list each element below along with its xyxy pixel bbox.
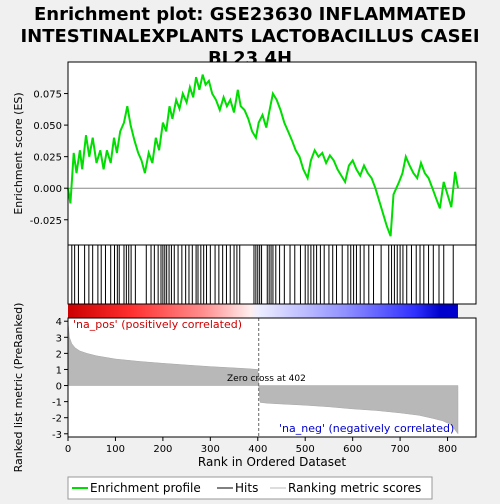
metric-y-tick-label: 0 <box>56 382 62 393</box>
es-panel-background <box>68 62 476 245</box>
ranking-metric-area <box>67 321 459 435</box>
x-tick-label: 500 <box>296 444 315 455</box>
chart-title-line: Enrichment plot: GSE23630 INFLAMMATED <box>34 4 466 25</box>
metric-y-axis-title: Ranked list metric (PreRanked) <box>12 303 25 473</box>
zero-cross-label: Zero cross at 402 <box>227 374 306 384</box>
x-tick-label: 200 <box>153 444 172 455</box>
plot-panels: 'na_pos' (positively correlated) 'na_neg'… <box>12 61 477 473</box>
positive-correlation-label: 'na_pos' (positively correlated) <box>73 318 242 331</box>
x-tick-label: 700 <box>391 444 410 455</box>
es-y-axis-title: Enrichment score (ES) <box>12 92 25 214</box>
metric-y-tick-label: 4 <box>56 317 62 328</box>
x-tick-label: 800 <box>438 444 457 455</box>
enrichment-profile-line <box>67 74 459 237</box>
x-axis-title: Rank in Ordered Dataset <box>198 455 346 469</box>
x-tick-label: 100 <box>106 444 125 455</box>
metric-y-tick-label: -3 <box>52 430 62 441</box>
x-tick-label: 600 <box>343 444 362 455</box>
es-y-tick-label: 0.025 <box>33 153 62 164</box>
legend-item-label: Ranking metric scores <box>288 481 421 495</box>
metric-y-tick-label: -2 <box>52 414 62 425</box>
x-tick-label: 300 <box>201 444 220 455</box>
es-y-tick-label: 0.050 <box>33 121 62 132</box>
chart-legend: Enrichment profile Hits Ranking metric sco… <box>67 476 433 500</box>
chart-title-line: INTESTINALEXPLANTS LACTOBACILLUS CASEI <box>20 26 479 47</box>
hits-panel-border <box>67 244 477 305</box>
es-y-tick-label: -0.025 <box>30 216 62 227</box>
metric-y-tick-label: -1 <box>52 398 62 409</box>
metric-y-tick-label: 1 <box>56 365 62 376</box>
es-y-tick-label: 0.075 <box>33 90 62 101</box>
legend-item-label: Hits <box>235 481 258 495</box>
x-tick-label: 0 <box>65 444 71 455</box>
hits-panel-background <box>68 245 476 304</box>
legend-box <box>67 476 433 500</box>
chart-title: Enrichment plot: GSE23630 INFLAMMATEDINT… <box>20 4 479 69</box>
es-y-tick-label: 0.000 <box>33 184 62 195</box>
negative-correlation-label: 'na_neg' (negatively correlated) <box>279 422 454 435</box>
metric-panel-border <box>67 317 477 438</box>
rank-heatmap-strip <box>68 304 458 318</box>
x-tick-label: 400 <box>248 444 267 455</box>
metric-y-tick-label: 3 <box>56 333 62 344</box>
metric-y-tick-label: 2 <box>56 349 62 360</box>
legend-item-label: Enrichment profile <box>90 481 201 495</box>
